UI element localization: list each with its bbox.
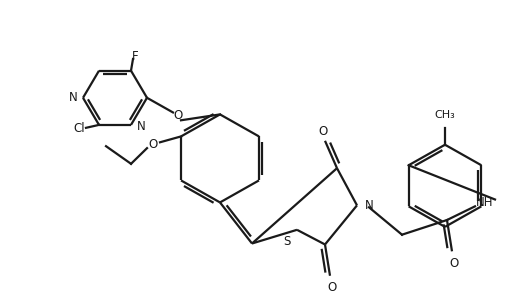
Text: S: S bbox=[283, 235, 291, 248]
Text: O: O bbox=[318, 125, 328, 138]
Text: NH: NH bbox=[476, 196, 494, 209]
Text: Cl: Cl bbox=[73, 122, 85, 135]
Text: O: O bbox=[449, 257, 459, 270]
Text: F: F bbox=[132, 51, 138, 64]
Text: O: O bbox=[327, 281, 337, 294]
Text: O: O bbox=[148, 138, 158, 151]
Text: N: N bbox=[137, 120, 145, 133]
Text: N: N bbox=[68, 91, 77, 104]
Text: N: N bbox=[365, 199, 373, 212]
Text: O: O bbox=[173, 109, 183, 122]
Text: CH₃: CH₃ bbox=[435, 110, 455, 120]
